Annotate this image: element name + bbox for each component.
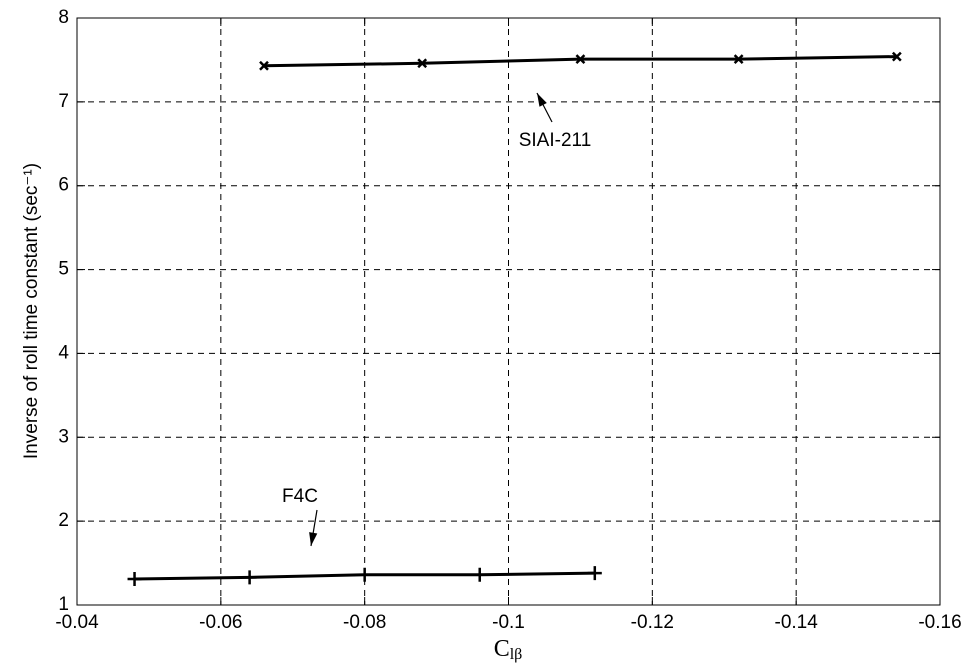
x-axis-label-main: C	[494, 636, 510, 662]
x-tick-label: -0.1	[492, 612, 525, 633]
marker	[417, 58, 428, 69]
plot-frame	[76, 17, 941, 606]
marker	[357, 567, 372, 582]
marker	[733, 54, 744, 64]
y-tick-label: 4	[58, 342, 69, 363]
y-tick-label: 6	[58, 175, 69, 196]
marker	[587, 566, 602, 581]
series-annotation: F4C	[282, 486, 318, 507]
x-tick-label: -0.12	[631, 612, 674, 633]
y-tick-label: 3	[58, 426, 69, 447]
marker	[242, 570, 257, 585]
x-tick-label: -0.16	[918, 612, 961, 633]
marker	[891, 51, 902, 62]
x-tick-label: -0.14	[775, 612, 819, 633]
x-tick-label: -0.08	[343, 612, 386, 633]
y-tick-label: 5	[58, 259, 69, 280]
marker	[259, 60, 269, 71]
y-axis-label: Inverse of roll time constant (sec⁻¹)	[21, 163, 42, 459]
series-annotation: SIAI-211	[519, 130, 592, 151]
x-axis-label: Clβ	[494, 636, 523, 663]
marker	[575, 54, 586, 64]
y-tick-label: 1	[58, 594, 69, 615]
marker	[472, 567, 487, 582]
marker	[127, 572, 142, 587]
y-tick-label: 7	[58, 91, 69, 112]
y-tick-label: 2	[58, 510, 69, 531]
annotation-arrowhead	[537, 93, 547, 107]
x-axis-label-subscript: lβ	[510, 646, 523, 663]
x-tick-label: -0.06	[199, 612, 242, 633]
annotation-arrowhead	[309, 532, 318, 546]
x-tick-label: -0.04	[55, 612, 99, 633]
y-tick-label: 8	[58, 7, 69, 28]
